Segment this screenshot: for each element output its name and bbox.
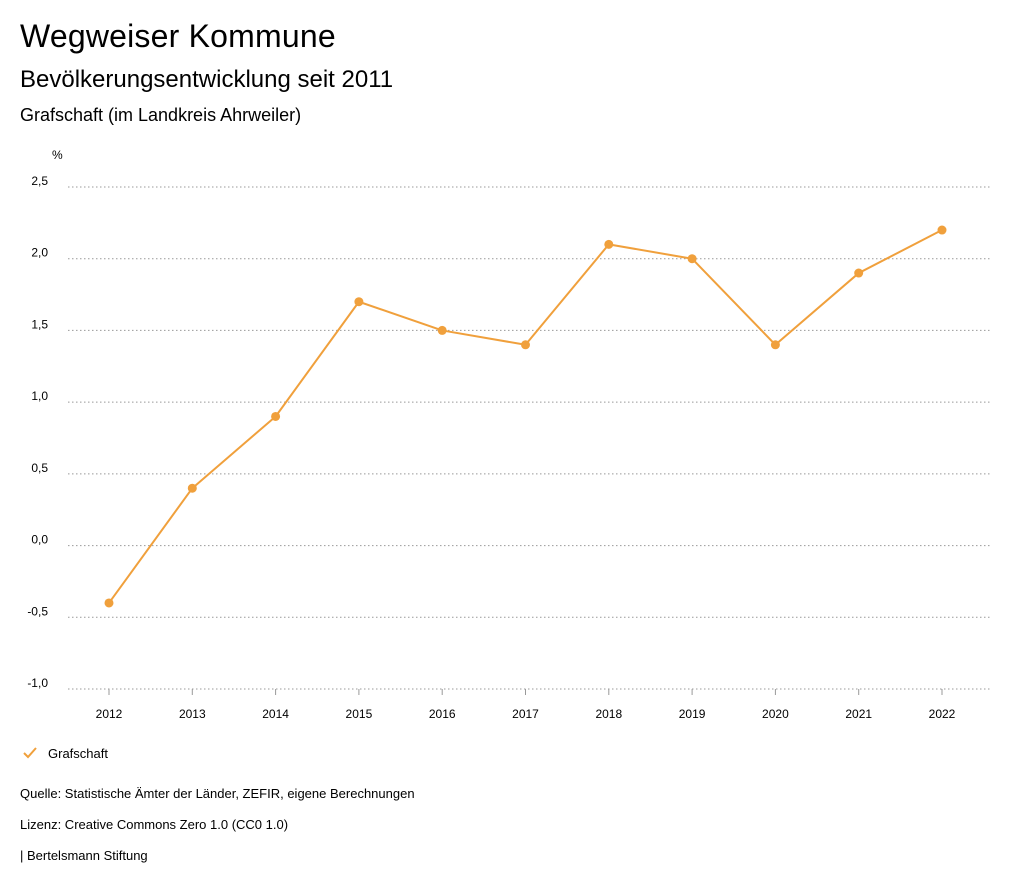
- x-tick-label: 2018: [595, 707, 622, 721]
- data-point: [687, 254, 697, 264]
- x-tick-label: 2013: [179, 707, 206, 721]
- series-line-grafschaft: [108, 229, 943, 604]
- y-tick-label: 0,5: [31, 461, 48, 475]
- data-point: [854, 268, 864, 278]
- data-point: [937, 225, 947, 235]
- publisher-note: | Bertelsmann Stiftung: [20, 848, 148, 863]
- x-tick-label: 2017: [512, 707, 539, 721]
- y-tick-label: -1,0: [27, 676, 48, 690]
- y-tick-label: 1,0: [31, 389, 48, 403]
- data-point: [104, 598, 114, 608]
- data-point: [437, 325, 447, 335]
- data-point: [604, 239, 614, 249]
- x-tick-label: 2015: [346, 707, 373, 721]
- x-tick-label: 2019: [679, 707, 706, 721]
- x-tick-label: 2014: [262, 707, 289, 721]
- chart-legend[interactable]: Grafschaft: [22, 745, 108, 761]
- y-tick-label: 2,5: [31, 174, 48, 188]
- y-tick-label: 0,0: [31, 533, 48, 547]
- y-tick-label: 2,0: [31, 246, 48, 260]
- x-tick-label: 2016: [429, 707, 456, 721]
- source-note: Quelle: Statistische Ämter der Länder, Z…: [20, 786, 415, 801]
- chart-subtitle: Bevölkerungsentwicklung seit 2011: [20, 66, 394, 93]
- checkmark-icon: [23, 747, 37, 759]
- legend-label-grafschaft: Grafschaft: [48, 745, 108, 761]
- line-chart: % 2,5 2,0 1,5 1,0 0,5 0,0 -0,5 -1,0 2012 2013 2014…: [27, 148, 990, 721]
- page-title: Wegweiser Kommune: [20, 18, 336, 54]
- y-axis-unit-label: %: [52, 148, 63, 162]
- x-tick-label: 2022: [929, 707, 956, 721]
- data-point: [354, 297, 364, 307]
- data-point: [271, 411, 281, 421]
- x-tick-label: 2020: [762, 707, 789, 721]
- y-tick-label: 1,5: [31, 317, 48, 331]
- data-point: [770, 340, 780, 350]
- y-tick-label: -0,5: [27, 604, 48, 618]
- data-point: [521, 340, 530, 350]
- x-tick-label: 2021: [845, 707, 872, 721]
- region-name: Grafschaft (im Landkreis Ahrweiler): [20, 105, 302, 125]
- x-tick-label: 2012: [96, 707, 123, 721]
- data-point: [187, 483, 197, 493]
- license-note: Lizenz: Creative Commons Zero 1.0 (CC0 1…: [20, 817, 289, 832]
